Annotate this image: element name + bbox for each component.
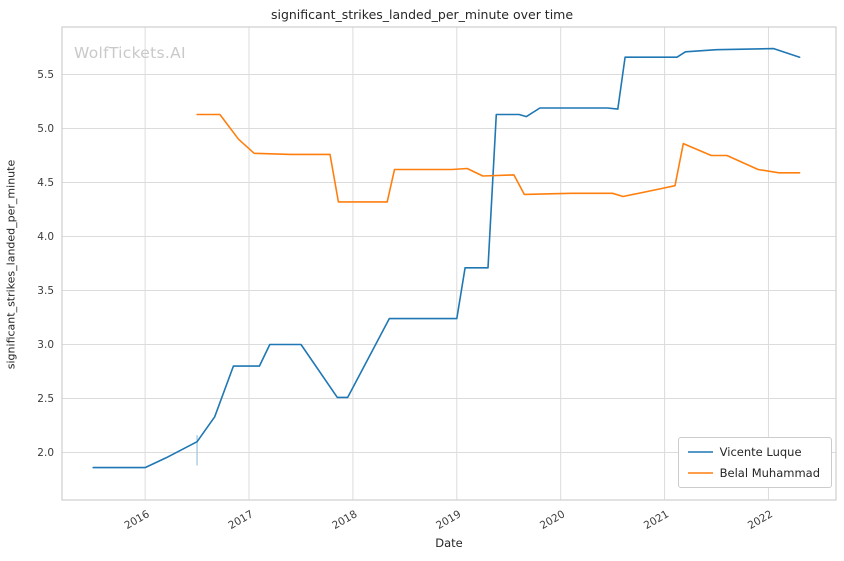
series-line-vicente-luque <box>92 47 801 469</box>
y-tick-label: 5.5 <box>37 69 54 81</box>
x-tick-label: 2018 <box>330 508 359 532</box>
legend: Vicente Luque Belal Muhammad <box>677 437 832 488</box>
series-line-belal-muhammad <box>196 113 801 203</box>
legend-label: Belal Muhammad <box>719 466 820 480</box>
x-tick-label: 2019 <box>434 508 463 532</box>
plot-border <box>61 26 837 501</box>
x-axis-label: Date <box>435 536 463 550</box>
legend-line-icon <box>687 472 713 474</box>
y-tick-label: 2.0 <box>37 447 54 459</box>
x-tick-label: 2021 <box>642 508 671 532</box>
x-tick-label: 2020 <box>538 508 567 532</box>
x-tick-label: 2017 <box>226 508 255 532</box>
x-tick-label: 2022 <box>746 508 775 532</box>
y-tick-label: 4.5 <box>37 177 54 189</box>
legend-item-vicente-luque: Vicente Luque <box>687 445 820 459</box>
y-tick-label: 2.5 <box>37 393 54 405</box>
y-axis-label: significant_strikes_landed_per_minute <box>4 159 18 370</box>
chart-title: significant_strikes_landed_per_minute ov… <box>270 7 574 22</box>
legend-item-belal-muhammad: Belal Muhammad <box>687 466 820 480</box>
y-tick-label: 3.0 <box>37 339 54 351</box>
y-tick-label: 3.5 <box>37 285 54 297</box>
legend-line-icon <box>687 451 713 453</box>
y-tick-label: 4.0 <box>37 231 54 243</box>
legend-label: Vicente Luque <box>719 445 802 459</box>
watermark: WolfTickets.AI <box>74 44 186 62</box>
x-tick-label: 2016 <box>122 508 151 532</box>
y-tick-label: 5.0 <box>37 123 54 135</box>
